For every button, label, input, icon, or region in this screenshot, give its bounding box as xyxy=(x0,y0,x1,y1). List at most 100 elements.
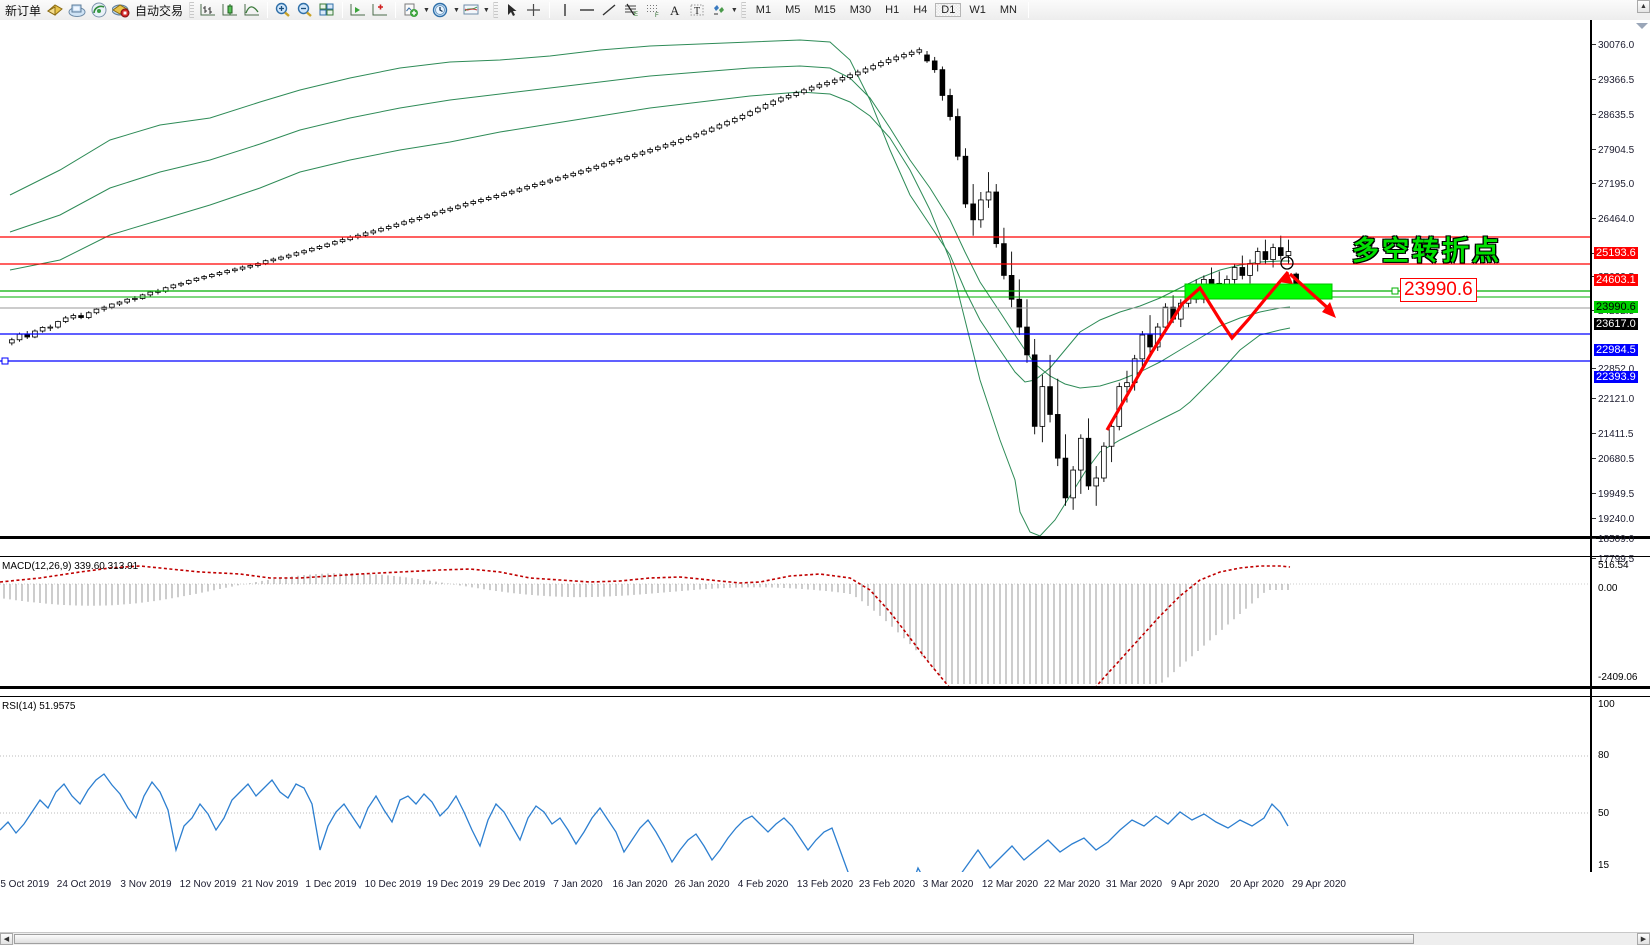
bollinger-lower-band xyxy=(9,91,1291,536)
timeframe-h4[interactable]: H4 xyxy=(913,4,928,16)
candle-body-bullish xyxy=(362,232,369,236)
pivot-line-label[interactable]: 23990.6 xyxy=(1594,301,1638,313)
toolbar-grip-3[interactable] xyxy=(740,2,746,18)
rsi-caption: RSI(14) 51.9575 xyxy=(2,701,76,712)
candle-body-bullish xyxy=(109,303,115,308)
trendline-icon[interactable] xyxy=(599,1,619,19)
vertical-line-icon[interactable] xyxy=(555,1,575,19)
pane-separator-2 xyxy=(0,686,1650,689)
new-order-icon[interactable] xyxy=(45,1,65,19)
candle-body-bullish xyxy=(770,100,776,106)
candle-body-bullish xyxy=(393,223,400,227)
candle-body-bullish xyxy=(401,221,407,225)
pane-separator-1b xyxy=(0,556,1650,557)
fibo-fan-icon[interactable]: F xyxy=(643,1,663,19)
support-line-label[interactable]: 22984.5 xyxy=(1594,344,1638,356)
auto-scroll-icon[interactable] xyxy=(370,1,390,19)
rsi-pane[interactable]: RSI(14) 51.9575 xyxy=(0,700,1650,872)
indicators-dropdown-arrow[interactable]: ▼ xyxy=(423,6,430,14)
bar-chart-icon[interactable] xyxy=(198,1,218,19)
candle-body-bullish xyxy=(385,226,392,229)
cloud-icon[interactable] xyxy=(67,1,87,19)
timeframe-w1[interactable]: W1 xyxy=(969,4,986,16)
candle-body-bullish xyxy=(616,158,623,162)
date-tick-11: 26 Jan 2020 xyxy=(674,879,730,890)
crosshair-icon[interactable] xyxy=(524,1,544,19)
candle-body-bullish xyxy=(670,141,677,146)
period-dropdown-arrow[interactable]: ▼ xyxy=(452,6,460,14)
chart-shift-icon[interactable] xyxy=(348,1,368,19)
current-price-label[interactable]: 23617.0 xyxy=(1594,318,1638,330)
cursor-icon[interactable] xyxy=(502,1,522,19)
scroll-up-button[interactable]: ▲ xyxy=(1637,0,1650,13)
date-axis[interactable]: 15 Oct 2019 24 Oct 2019 3 Nov 2019 12 Nov 2… xyxy=(0,876,1592,896)
resistance-line-label-2[interactable]: 24603.1 xyxy=(1594,274,1638,286)
timeframe-m15[interactable]: M15 xyxy=(814,4,836,16)
candle-body-bullish xyxy=(524,186,530,190)
candle-body-bearish xyxy=(1024,326,1030,356)
toolbar-grip-2[interactable] xyxy=(492,2,498,18)
text-label-icon[interactable]: T xyxy=(687,1,707,19)
up-trend-arrow xyxy=(1105,270,1290,431)
support-line-label-2[interactable]: 22393.9 xyxy=(1594,371,1638,383)
candle-body-bullish xyxy=(847,74,853,78)
horizontal-scrollbar[interactable]: ◀ ▶ xyxy=(0,932,1650,945)
candle-body-bullish xyxy=(831,79,838,83)
candlestick-chart-icon[interactable] xyxy=(220,1,240,19)
tile-windows-icon[interactable] xyxy=(317,1,337,19)
candle-body-bullish xyxy=(301,250,307,254)
fibo-icon[interactable]: E xyxy=(621,1,641,19)
price-axis[interactable]: 30076.0 29366.5 28635.5 27904.5 27195.0 26464… xyxy=(1592,20,1650,872)
date-tick-10: 16 Jan 2020 xyxy=(612,879,668,890)
candle-body-bearish xyxy=(947,95,953,117)
timeframe-h1[interactable]: H1 xyxy=(885,4,900,16)
candle-body-bullish xyxy=(655,146,661,150)
macd-pane[interactable]: MACD(12,26,9) 339.60 313.91 xyxy=(0,560,1650,686)
horizontal-line-icon[interactable] xyxy=(577,1,597,19)
timeframe-m1[interactable]: M1 xyxy=(755,4,772,16)
timeframe-mn[interactable]: MN xyxy=(999,4,1017,16)
candle-body-bullish xyxy=(801,89,807,94)
autotrading-icon[interactable] xyxy=(111,1,131,19)
autotrading-label[interactable]: 自动交易 xyxy=(135,3,184,18)
toolbar-grip[interactable] xyxy=(189,2,195,18)
zoom-in-icon[interactable] xyxy=(273,1,293,19)
horizontal-scroll-thumb[interactable] xyxy=(14,934,1414,944)
templates-icon[interactable] xyxy=(461,1,481,19)
date-tick-3: 12 Nov 2019 xyxy=(179,879,237,890)
candle-body-bullish xyxy=(147,291,154,296)
candle-body-bearish xyxy=(954,116,961,157)
timeframe-m5[interactable]: M5 xyxy=(785,4,801,16)
timeframe-d1[interactable]: D1 xyxy=(935,3,962,17)
candle-body-bullish xyxy=(1078,437,1084,471)
zoom-out-icon[interactable] xyxy=(295,1,315,19)
price-chart-pane[interactable] xyxy=(0,20,1650,536)
scroll-left-icon[interactable]: ◀ xyxy=(0,933,13,945)
price-axis-line xyxy=(1590,20,1592,872)
period-icon[interactable] xyxy=(431,1,451,19)
candle-body-bullish xyxy=(778,97,784,102)
objects-icon[interactable] xyxy=(709,1,729,19)
candle-body-bullish xyxy=(239,266,246,270)
resistance-line-label[interactable]: 25193.6 xyxy=(1594,247,1638,259)
candle-body-bullish xyxy=(62,317,69,322)
candle-body-bullish xyxy=(247,265,254,268)
templates-dropdown-arrow[interactable]: ▼ xyxy=(482,6,490,14)
price-tag-annotation[interactable]: 23990.6 xyxy=(1400,278,1477,302)
vertical-scrollbar[interactable] xyxy=(1637,13,1650,21)
signal-icon[interactable] xyxy=(89,1,109,19)
objects-dropdown-arrow[interactable]: ▼ xyxy=(730,6,738,14)
candle-body-bullish xyxy=(693,133,700,138)
text-icon[interactable]: A xyxy=(665,1,685,19)
candle-body-bearish xyxy=(1008,275,1015,300)
toolbar-separator xyxy=(267,2,269,18)
indicators-icon[interactable] xyxy=(401,1,421,19)
new-order-label[interactable]: 新订单 xyxy=(5,3,42,18)
line-chart-icon[interactable] xyxy=(242,1,262,19)
price-tick-10: 22121.0 xyxy=(1592,394,1634,405)
scroll-right-icon[interactable]: ▶ xyxy=(1637,933,1650,945)
timeframe-m30[interactable]: M30 xyxy=(849,4,872,16)
candle-body-bullish xyxy=(462,203,469,207)
candle-body-bullish xyxy=(885,59,892,63)
candle-body-bullish xyxy=(701,130,707,135)
